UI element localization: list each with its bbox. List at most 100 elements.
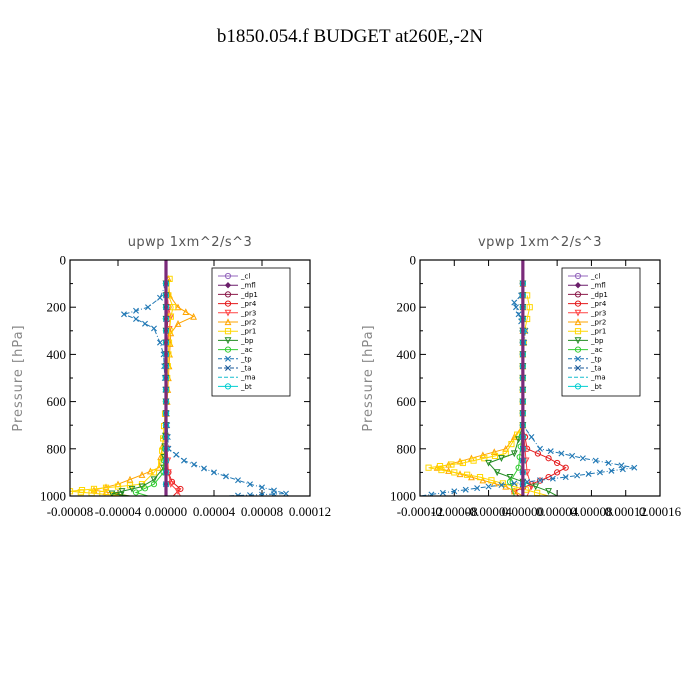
- panel-title: upwp 1xm^2/s^3: [128, 235, 253, 250]
- x-tick-label: -0.00008: [47, 504, 94, 519]
- marker-pr4: [545, 455, 552, 462]
- marker-bp: [506, 474, 514, 481]
- legend-label: _pr1: [590, 328, 606, 336]
- marker-pr1: [526, 304, 533, 311]
- marker-pr3: [174, 488, 182, 495]
- marker-tp: [592, 457, 599, 464]
- legend-marker: [574, 291, 582, 298]
- legend-label: _bp: [590, 337, 604, 345]
- marker-tp: [485, 483, 492, 490]
- marker-pr1: [476, 474, 484, 481]
- marker-tp: [247, 492, 253, 496]
- marker-pr1: [150, 469, 158, 476]
- marker-pr1: [99, 491, 106, 496]
- marker-pr2: [174, 303, 182, 311]
- y-tick-label: 600: [47, 394, 67, 409]
- marker-tp: [439, 489, 446, 496]
- marker-tp: [283, 490, 289, 496]
- marker-ac: [150, 481, 158, 488]
- marker-tp: [235, 477, 241, 484]
- y-tick-label: 400: [47, 347, 67, 362]
- legend-label: _mfl: [590, 282, 606, 290]
- legend-marker: [224, 291, 232, 298]
- marker-tp: [537, 445, 543, 452]
- legend-label: _ac: [590, 346, 603, 354]
- marker-tp: [631, 464, 638, 471]
- legend-marker: [225, 355, 231, 362]
- legend-marker: [575, 355, 581, 362]
- legend-label: _cl: [590, 273, 600, 281]
- marker-bp: [485, 459, 492, 467]
- x-tick-label: -0.00004: [95, 504, 142, 519]
- marker-pr1: [488, 477, 495, 484]
- x-tick-label: 0.00008: [570, 504, 612, 519]
- x-tick-label: 0.00016: [639, 504, 682, 519]
- legend-label: _tp: [590, 355, 602, 363]
- marker-tp: [528, 434, 535, 440]
- marker-bp: [118, 488, 126, 495]
- marker-pr1: [110, 491, 117, 496]
- legend-label: _pr3: [590, 309, 606, 317]
- marker-tp: [608, 467, 615, 474]
- x-tick-label: -0.00012: [397, 504, 444, 519]
- legend-marker: [224, 272, 232, 280]
- legend-label: _ta: [590, 365, 602, 373]
- x-tick-label: 0.00012: [605, 504, 647, 519]
- marker-tp: [574, 472, 581, 479]
- legend-label: _tp: [240, 355, 252, 363]
- legend-label: _dp1: [590, 291, 608, 299]
- x-tick-label: 0.00004: [536, 504, 579, 519]
- y-tick-label: 200: [397, 300, 417, 315]
- marker-bp: [117, 491, 125, 496]
- y-tick-label: 200: [47, 300, 67, 315]
- marker-pr1: [502, 450, 509, 457]
- legend-label: _dp1: [240, 291, 258, 299]
- marker-ac: [141, 485, 149, 492]
- legend-marker: [574, 309, 582, 317]
- marker-tp: [462, 486, 469, 493]
- marker-tp: [558, 450, 565, 457]
- marker-tp: [157, 294, 163, 301]
- marker-tp: [562, 474, 569, 481]
- marker-pr1: [491, 452, 499, 459]
- marker-pr3: [167, 481, 175, 488]
- marker-pr3: [522, 457, 530, 465]
- marker-pr4: [554, 469, 561, 476]
- marker-bp: [128, 485, 136, 493]
- panel-2: vpwp 1xm^2/s^3 Pressure [hPa] 0 200 400 600 80…: [361, 235, 682, 519]
- legend-label: _ta: [240, 365, 252, 373]
- marker-tp: [211, 469, 217, 476]
- legend-label: _bt: [240, 383, 252, 391]
- marker-pr1: [470, 457, 477, 464]
- marker-pr1: [102, 484, 110, 491]
- marker-pr2: [502, 482, 510, 490]
- panel-title: vpwp 1xm^2/s^3: [478, 235, 602, 250]
- legend-label: _ac: [240, 346, 253, 354]
- y-tick-label: 1000: [40, 489, 66, 504]
- marker-pr1: [77, 489, 84, 496]
- series-line-pr1: [428, 295, 549, 496]
- marker-pr1: [508, 440, 515, 448]
- legend-marker: [574, 300, 582, 307]
- x-tick-label: 0.00008: [241, 504, 283, 519]
- y-axis-label: Pressure [hPa]: [361, 324, 376, 431]
- marker-tp: [259, 491, 265, 496]
- marker-pr2: [182, 308, 190, 316]
- marker-ac: [132, 489, 140, 496]
- marker-tp: [428, 491, 435, 496]
- marker-tp: [133, 307, 139, 314]
- legend-marker: [574, 337, 582, 345]
- marker-pr1: [436, 463, 444, 470]
- marker-bp: [515, 436, 522, 444]
- marker-tp: [515, 311, 522, 318]
- marker-pr3: [528, 483, 535, 491]
- marker-bp: [510, 450, 518, 458]
- x-tick-label: -0.00008: [431, 504, 478, 519]
- marker-tp: [145, 304, 151, 311]
- series-line-ac: [134, 283, 167, 496]
- marker-pr1: [170, 304, 177, 311]
- marker-tp: [537, 477, 543, 484]
- marker-pr2: [479, 451, 487, 459]
- marker-tp: [201, 465, 207, 472]
- legend-marker: [224, 328, 232, 335]
